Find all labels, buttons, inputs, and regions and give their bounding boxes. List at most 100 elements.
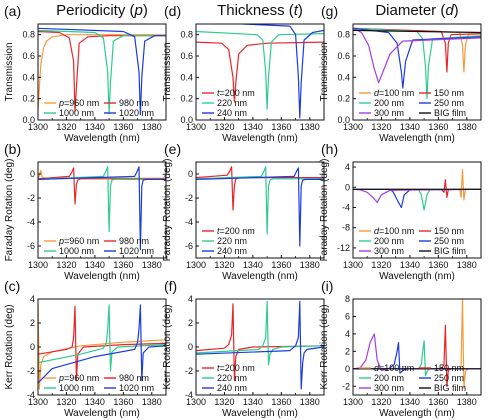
y-tick-label: -2 — [185, 193, 193, 203]
x-tick-label: 1320 — [214, 260, 234, 270]
series-line — [196, 300, 324, 390]
x-axis-label: Wavelength (nm) — [379, 408, 455, 419]
series-line — [38, 304, 166, 384]
x-tick-label: 1360 — [428, 122, 448, 132]
x-axis-label: Wavelength (nm) — [64, 408, 140, 419]
legend-label: 980 nm — [119, 373, 149, 383]
y-tick-label: -12 — [337, 243, 350, 253]
panel-letter: (g) — [321, 3, 338, 19]
y-tick-label: -2 — [27, 193, 35, 203]
x-tick-label: 1320 — [214, 122, 234, 132]
panel-letter: (e) — [164, 141, 181, 157]
legend-label: 250 nm — [434, 98, 464, 108]
y-tick-label: 2 — [30, 318, 35, 328]
plot-frame — [37, 161, 167, 259]
x-tick-label: 1340 — [85, 260, 105, 270]
y-tick-label: 0 — [345, 364, 350, 374]
y-tick-label: 0.4 — [180, 72, 193, 82]
chart-panel: (b) 1300 1320 1340 1360 1380 -6 -4 -2 0 Wavelength… — [4, 141, 167, 282]
chart-panel: (c) 1300 1320 1340 1360 1380 -4 -2 0 2 4 Wavelength… — [4, 278, 167, 419]
chart-panel: (i) 1300 1320 1340 1360 1380 -2 0 2 4 6 8 Wavelength… — [319, 278, 482, 419]
legend-label: p=960 nm — [58, 236, 99, 246]
legend-label: 200 nm — [374, 373, 404, 383]
y-tick-label: 0.0 — [180, 115, 193, 125]
panel-letter: (a) — [4, 3, 21, 19]
x-axis-label: Wavelength (nm) — [222, 133, 298, 144]
y-tick-label: 0 — [30, 169, 35, 179]
y-tick-label: 0.8 — [180, 30, 193, 40]
x-tick-label: 1300 — [186, 122, 206, 132]
series-line — [196, 166, 324, 235]
panel-letter: (d) — [164, 3, 181, 19]
column-title: Thickness (t) — [217, 2, 303, 19]
x-tick-label: 1360 — [428, 397, 448, 407]
legend: d=100 nm 150 nm 200 nm 250 nm 300 nm BIG film — [359, 88, 466, 118]
x-tick-label: 1380 — [457, 397, 477, 407]
x-tick-label: 1340 — [85, 397, 105, 407]
x-tick-label: 1300 — [343, 260, 363, 270]
legend-label: t=200 nm — [217, 88, 255, 98]
chart-panel: (f) 1300 1320 1340 1360 1380 -4 -2 0 2 4 Wavelength… — [162, 278, 325, 419]
plot-frame — [195, 161, 325, 259]
y-tick-label: 4 — [188, 294, 193, 304]
legend-label: 1000 nm — [59, 246, 94, 256]
x-tick-label: 1380 — [457, 260, 477, 270]
x-tick-label: 1360 — [271, 122, 291, 132]
x-tick-label: 1320 — [56, 260, 76, 270]
legend-label: 150 nm — [434, 363, 464, 373]
x-axis-label: Wavelength (nm) — [222, 408, 298, 419]
y-tick-label: 0 — [345, 182, 350, 192]
legend: d=100 nm 150 nm 200 nm 250 nm 300 nm BIG film — [359, 226, 466, 256]
series-line — [196, 300, 324, 366]
legend-label: d=100 nm — [374, 88, 414, 98]
legend-label: t=200 nm — [217, 363, 255, 373]
y-axis-label: Kerr Rotation (deg) — [319, 304, 330, 389]
legend-label: p=960 nm — [58, 98, 99, 108]
x-tick-label: 1320 — [214, 397, 234, 407]
series-line — [38, 27, 166, 116]
series-line — [38, 166, 166, 233]
x-tick-label: 1380 — [142, 260, 162, 270]
x-tick-label: 1300 — [28, 122, 48, 132]
panel-letter: (b) — [4, 141, 21, 157]
series-line — [38, 30, 166, 113]
x-tick-label: 1320 — [56, 397, 76, 407]
chart-panel: (g) 1300 1320 1340 1360 1380 0.0 0.2 0.4 0.6 0.8 Wa… — [319, 3, 482, 144]
x-tick-label: 1300 — [28, 397, 48, 407]
x-tick-label: 1360 — [113, 122, 133, 132]
y-tick-label: -6 — [27, 241, 35, 251]
legend-label: t=200 nm — [217, 226, 255, 236]
y-axis-label: Transmission — [162, 42, 173, 101]
series-line — [38, 166, 166, 251]
legend-label: 1000 nm — [59, 108, 94, 118]
x-tick-label: 1340 — [400, 397, 420, 407]
legend-label: 1020 nm — [119, 108, 154, 118]
series-line — [196, 166, 324, 211]
y-tick-label: -4 — [185, 390, 193, 400]
y-axis-label: Faraday Rotation (deg) — [4, 159, 15, 262]
x-tick-label: 1340 — [243, 122, 263, 132]
x-tick-label: 1360 — [113, 397, 133, 407]
legend-label: 250 nm — [434, 373, 464, 383]
legend-label: d=100 nm — [374, 226, 414, 236]
series-line — [196, 167, 324, 247]
series-line — [353, 27, 481, 100]
y-tick-label: 0.8 — [337, 30, 350, 40]
x-tick-label: 1340 — [243, 397, 263, 407]
y-tick-label: 0.4 — [22, 72, 35, 82]
x-axis-label: Wavelength (nm) — [379, 133, 455, 144]
chart-panel: (h) 1300 1320 1340 1360 1380 -12 -8 -4 0 4 Waveleng… — [319, 141, 482, 282]
legend-label: 240 nm — [217, 383, 247, 393]
x-tick-label: 1380 — [457, 122, 477, 132]
y-tick-label: 0 — [188, 342, 193, 352]
legend-label: 220 nm — [217, 98, 247, 108]
x-tick-label: 1320 — [371, 122, 391, 132]
y-axis-label: Faraday Rotation (deg) — [319, 159, 330, 262]
legend-label: 220 nm — [217, 236, 247, 246]
y-tick-label: 0.2 — [337, 94, 350, 104]
y-tick-label: 0.6 — [22, 51, 35, 61]
legend-label: 1000 nm — [59, 383, 94, 393]
